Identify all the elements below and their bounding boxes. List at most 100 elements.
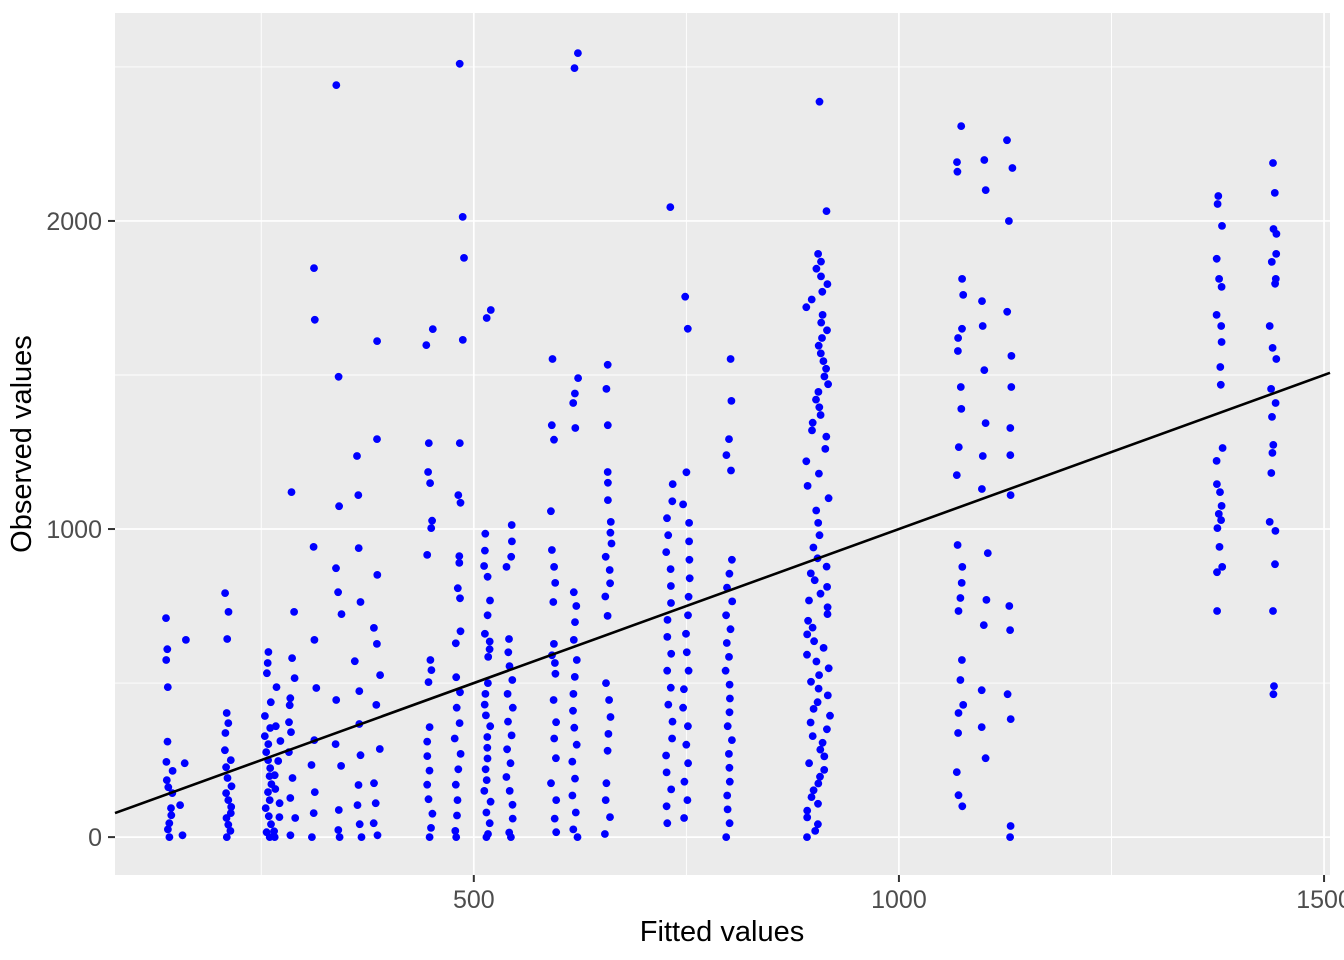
scatter-point (550, 435, 558, 444)
scatter-point (480, 562, 488, 570)
scatter-point (823, 725, 831, 734)
scatter-point (552, 754, 560, 763)
scatter-point (1265, 518, 1274, 526)
scatter-point (312, 684, 321, 692)
scatter-point (547, 779, 555, 788)
scatter-point (550, 814, 559, 823)
scatter-point (550, 734, 559, 743)
scatter-point (276, 737, 285, 745)
scatter-point (263, 659, 272, 667)
axis-ticks (108, 219, 1326, 882)
scatter-point (334, 372, 343, 381)
scatter-point (810, 637, 818, 646)
scatter-point (725, 750, 733, 758)
data-points (162, 49, 1281, 841)
scatter-point (285, 718, 293, 727)
scatter-point (1212, 457, 1221, 465)
scatter-point (549, 598, 558, 606)
scatter-point (290, 674, 299, 682)
scatter-point (270, 827, 278, 836)
scatter-point (805, 596, 813, 605)
scatter-point (226, 827, 235, 835)
scatter-point (354, 781, 363, 789)
scatter-point (668, 497, 677, 506)
scatter-point (725, 435, 733, 443)
scatter-point (425, 766, 434, 775)
scatter-point (427, 524, 436, 532)
scatter-point (666, 203, 675, 212)
scatter-point (485, 819, 494, 828)
scatter-point (548, 355, 557, 363)
scatter-point (958, 324, 966, 333)
scatter-point (823, 280, 832, 288)
scatter-point (503, 745, 511, 754)
scatter-point (549, 696, 558, 704)
scatter-point (163, 683, 172, 691)
scatter-point (548, 546, 556, 554)
scatter-point (602, 779, 611, 788)
minor-gridlines (115, 13, 1330, 875)
scatter-point (508, 537, 516, 546)
scatter-point (423, 551, 432, 559)
y-tick-label: 1000 (46, 516, 102, 544)
scatter-point (1007, 383, 1016, 391)
scatter-point (662, 802, 671, 811)
scatter-point (817, 257, 825, 266)
scatter-point (979, 621, 988, 629)
scatter-point (370, 624, 378, 632)
scatter-point (264, 788, 272, 796)
scatter-point (452, 673, 461, 682)
scatter-point (482, 314, 491, 322)
scatter-point (1217, 516, 1225, 524)
scatter-point (684, 592, 693, 601)
scatter-point (662, 548, 671, 556)
scatter-point (957, 405, 966, 413)
scatter-point (954, 347, 962, 355)
scatter-point (668, 480, 677, 488)
scatter-point (603, 746, 612, 755)
scatter-point (307, 761, 316, 769)
scatter-point (1008, 164, 1017, 172)
scatter-point (1213, 480, 1221, 488)
scatter-point (812, 264, 821, 273)
scatter-point (480, 700, 489, 709)
scatter-point (163, 645, 172, 654)
scatter-point (310, 264, 318, 272)
scatter-point (803, 650, 811, 659)
scatter-point (483, 754, 492, 763)
scatter-point (451, 780, 460, 789)
scatter-point (1213, 200, 1222, 208)
scatter-point (224, 796, 233, 804)
scatter-point (1269, 607, 1277, 615)
scatter-point (1218, 444, 1227, 452)
scatter-point (271, 785, 280, 793)
scatter-point (162, 656, 171, 664)
scatter-point (1217, 283, 1226, 291)
scatter-point (722, 611, 730, 620)
scatter-point (337, 610, 346, 618)
scatter-point (819, 644, 828, 652)
scatter-point (957, 122, 966, 130)
scatter-point (508, 676, 517, 684)
scatter-point (178, 831, 187, 840)
scatter-point (957, 579, 966, 587)
scatter-point (663, 514, 671, 523)
scatter-point (507, 731, 516, 740)
scatter-point (682, 468, 691, 477)
scatter-point (162, 776, 171, 784)
scatter-point (725, 708, 734, 717)
identity-line-segment (114, 371, 1331, 815)
scatter-point (551, 579, 560, 587)
scatter-point (547, 421, 556, 430)
scatter-point (1271, 399, 1280, 407)
scatter-point (601, 830, 609, 838)
scatter-point (721, 666, 730, 675)
scatter-point (663, 616, 672, 624)
scatter-point (725, 777, 734, 786)
scatter-point (1217, 502, 1226, 510)
scatter-point (954, 334, 962, 342)
scatter-point (286, 694, 295, 703)
scatter-point (451, 827, 460, 835)
scatter-point (274, 757, 283, 765)
